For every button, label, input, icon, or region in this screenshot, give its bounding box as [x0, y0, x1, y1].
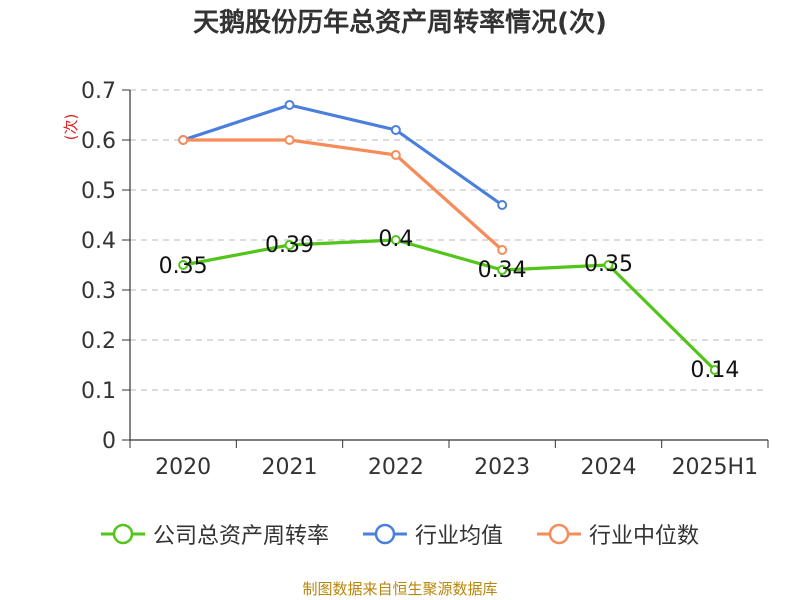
chart-title: 天鹅股份历年总资产周转率情况(次) [193, 8, 607, 38]
legend-item: 公司总资产周转率 [100, 518, 329, 550]
legend-item: 行业中位数 [537, 518, 699, 550]
legend-swatch-marker [112, 523, 134, 545]
x-tick-label: 2022 [368, 455, 424, 480]
data-label: 0.14 [690, 358, 739, 383]
legend-swatch-marker [548, 523, 570, 545]
y-tick-label: 0.5 [81, 179, 116, 204]
data-point [603, 260, 614, 270]
axes: 0 0.1 0.2 0.3 0.4 0.5 0.6 0.7(次) 2020 2021 2022 202… [62, 79, 769, 480]
data-labels: 0.35 0.39 0.4 0.34 0.35 0.14 [159, 227, 740, 383]
data-point [284, 240, 295, 250]
data-point [284, 100, 295, 110]
x-tick-label: 2020 [155, 455, 211, 480]
y-tick-label: 0.4 [81, 229, 116, 254]
data-point [178, 135, 189, 145]
y-tick-label: 0.1 [81, 379, 116, 404]
data-label: 0.4 [378, 227, 413, 252]
y-tick-label: 0.2 [81, 329, 116, 354]
data-point [709, 365, 720, 375]
x-tick-label: 2021 [262, 455, 318, 480]
legend-swatch [537, 523, 581, 545]
data-point [497, 245, 508, 255]
series-group [178, 100, 720, 375]
y-tick-label: 0.7 [81, 79, 116, 104]
data-label: 0.34 [478, 258, 527, 283]
series-line [183, 138, 504, 252]
data-point [497, 265, 508, 275]
legend-swatch-marker [374, 523, 396, 545]
gridlines [130, 89, 768, 391]
data-label: 0.39 [265, 233, 314, 258]
data-point [390, 235, 401, 245]
legend-swatch [362, 523, 407, 545]
y-tick-label: 0 [102, 429, 116, 454]
legend-label: 行业均值 [414, 524, 503, 549]
legend: 公司总资产周转率 行业均值 行业中位数 [0, 518, 800, 550]
series-line [182, 238, 716, 372]
data-label: 0.35 [584, 252, 633, 277]
y-tick-label: 0.6 [81, 129, 116, 154]
x-tick-label: 2025H1 [672, 455, 759, 480]
y-axis-label: (次) [62, 114, 80, 141]
source-note: 制图数据来自恒生聚源数据库 [302, 580, 498, 598]
data-point [390, 150, 401, 160]
data-label: 0.35 [159, 254, 208, 279]
data-point [284, 135, 295, 145]
x-tick-label: 2023 [474, 455, 530, 480]
series-line [182, 103, 504, 207]
x-tick-label: 2024 [581, 455, 637, 480]
legend-label: 公司总资产周转率 [152, 524, 329, 549]
legend-label: 行业中位数 [589, 524, 700, 549]
legend-item: 行业均值 [362, 518, 503, 550]
y-tick-label: 0.3 [81, 279, 116, 304]
data-point [178, 260, 189, 270]
legend-swatch [100, 523, 145, 545]
data-point [390, 125, 401, 135]
data-point [497, 200, 508, 210]
